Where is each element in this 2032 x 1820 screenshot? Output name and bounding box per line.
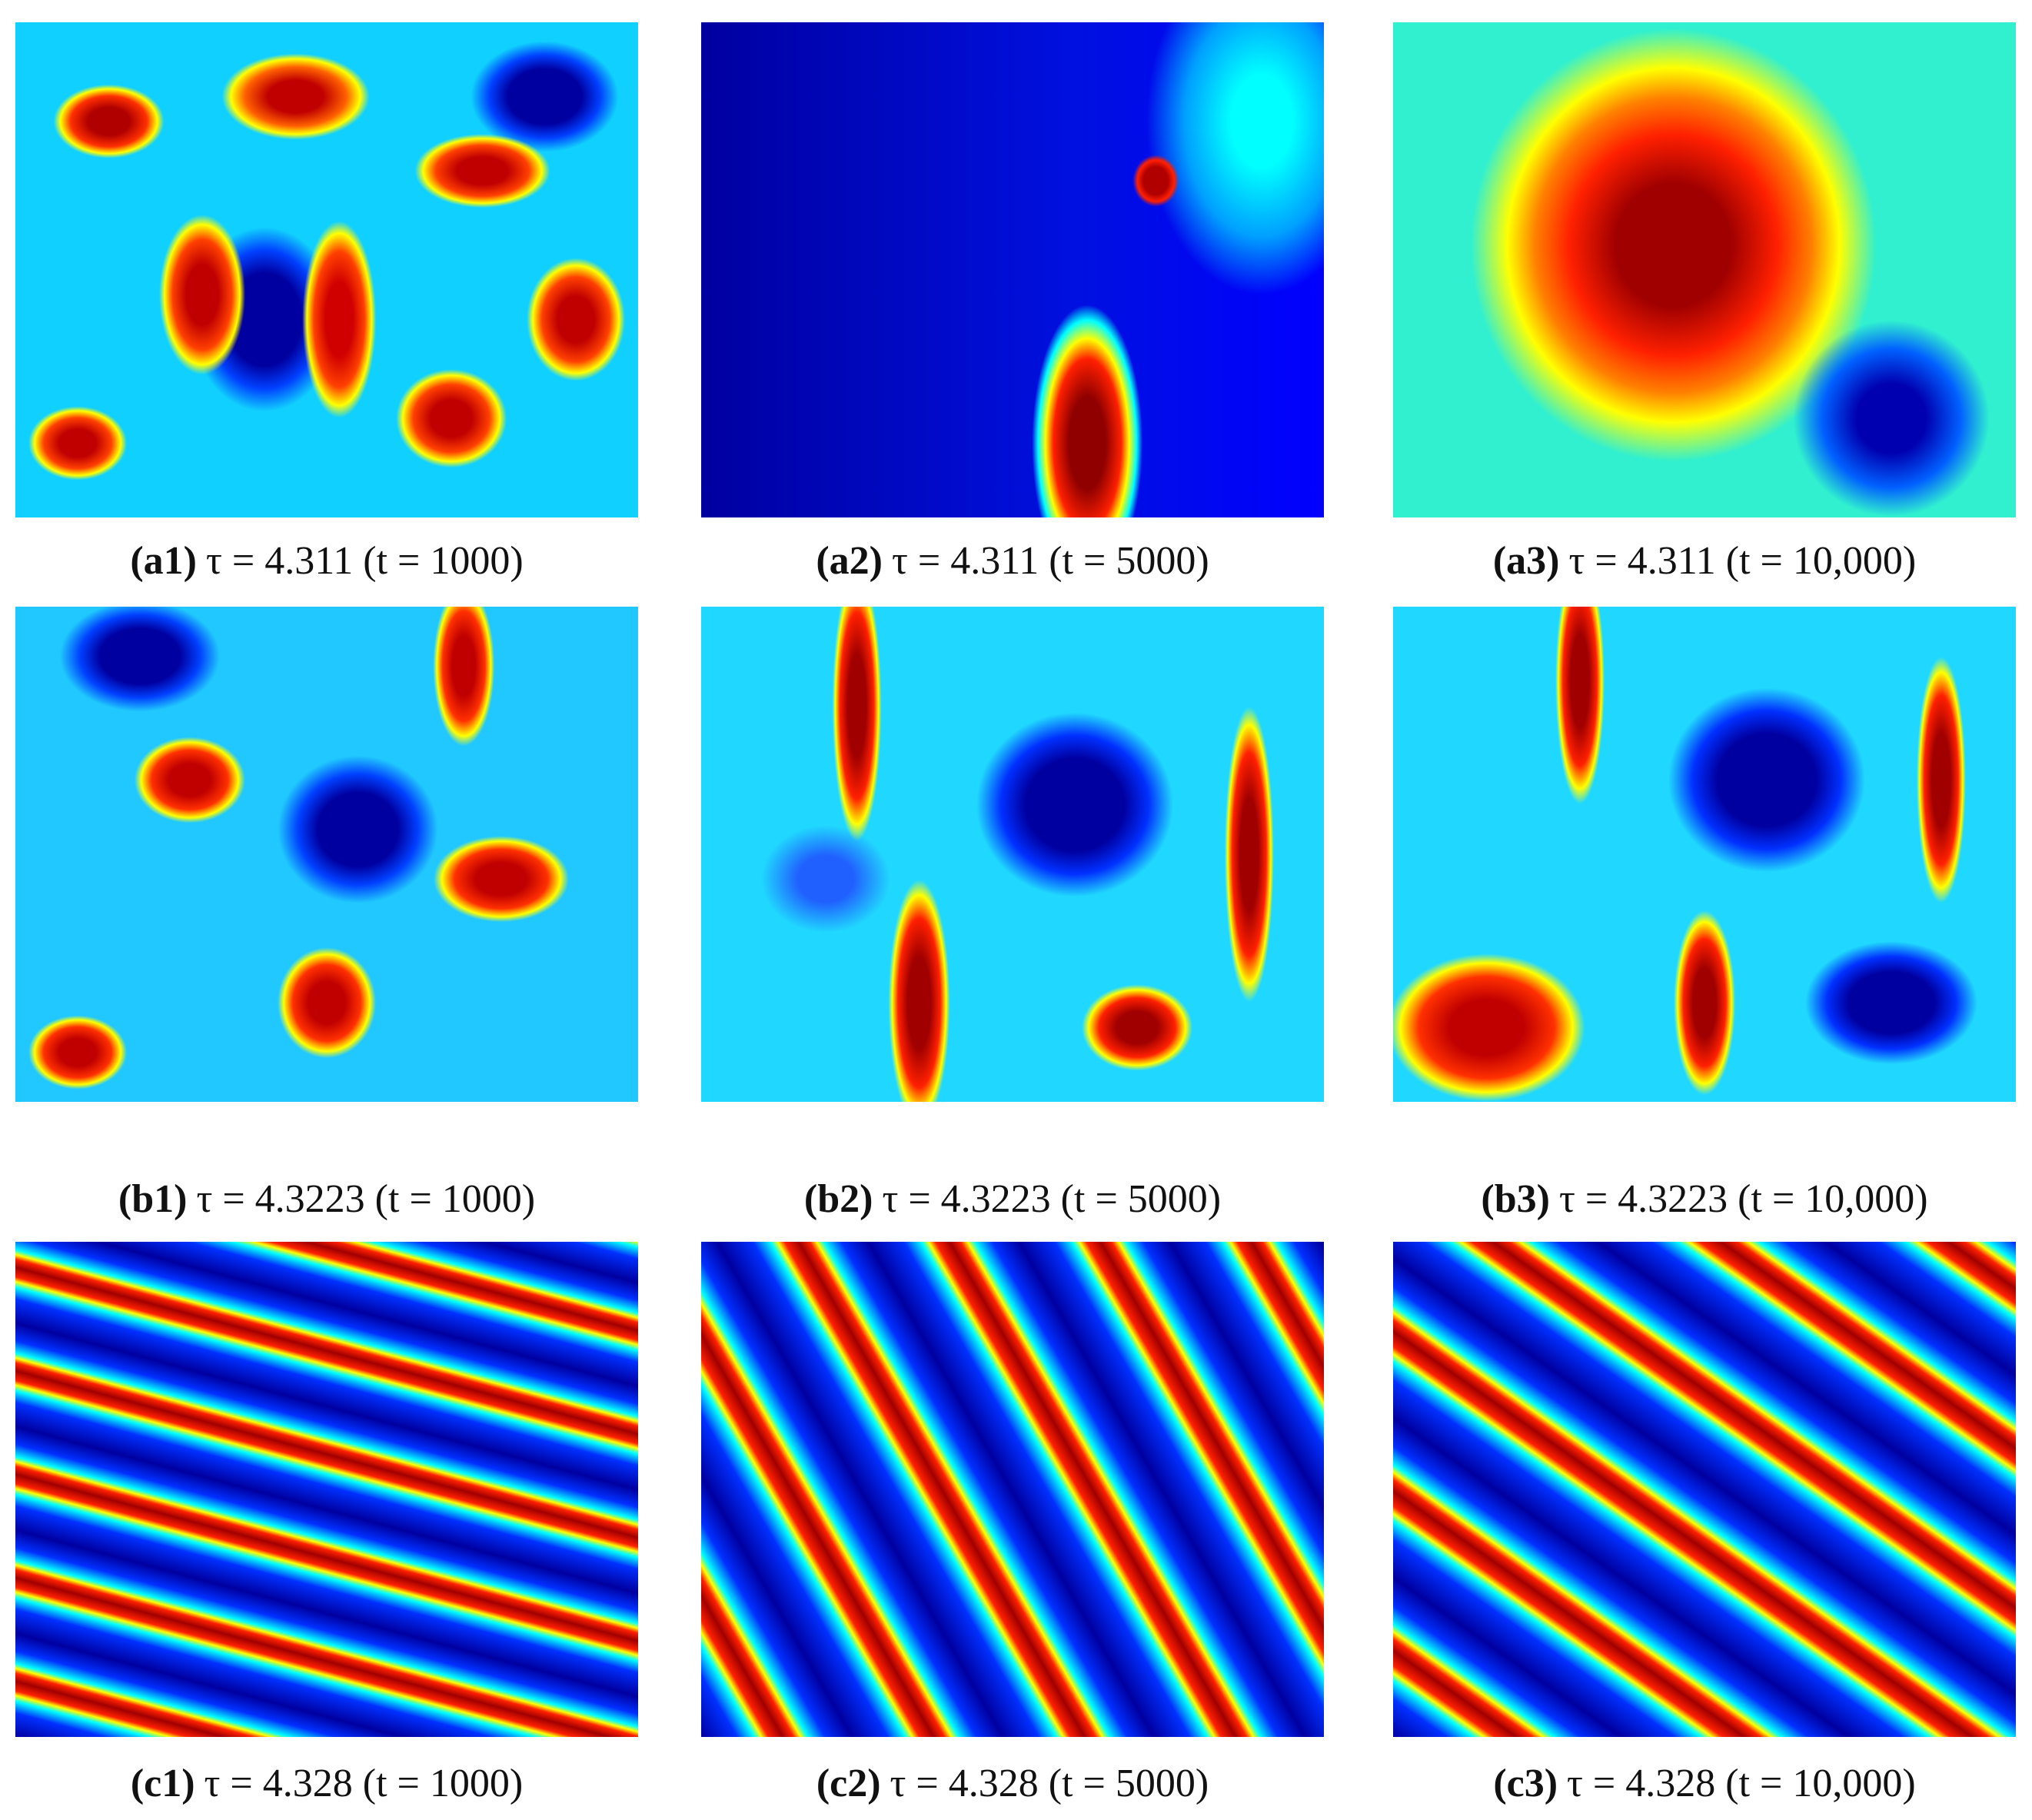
pattern-image [701, 1242, 1324, 1737]
caption: (c3) τ = 4.328 (t = 10,000) [1366, 1761, 2032, 1806]
caption: (a1) τ = 4.311 (t = 1000) [0, 538, 665, 584]
caption: (c1) τ = 4.328 (t = 1000) [0, 1761, 665, 1806]
pattern-image [701, 22, 1324, 517]
caption: (b2) τ = 4.3223 (t = 5000) [674, 1176, 1351, 1222]
caption: (b1) τ = 4.3223 (t = 1000) [0, 1176, 665, 1222]
caption: (a3) τ = 4.311 (t = 10,000) [1366, 538, 2032, 584]
caption: (b3) τ = 4.3223 (t = 10,000) [1366, 1176, 2032, 1222]
pattern-image [15, 1242, 638, 1737]
pattern-image [15, 607, 638, 1102]
caption-text: τ = 4.3223 (t = 5000) [882, 1177, 1222, 1221]
caption: (c2) τ = 4.328 (t = 5000) [674, 1761, 1351, 1806]
caption-text: τ = 4.3223 (t = 10,000) [1558, 1177, 1928, 1221]
pattern-image [1393, 607, 2016, 1102]
caption-text: τ = 4.311 (t = 10,000) [1568, 539, 1917, 583]
panel-label: (c1) [130, 1762, 195, 1805]
panel-label: (b1) [118, 1177, 188, 1221]
caption-text: τ = 4.328 (t = 5000) [890, 1762, 1209, 1805]
caption-text: τ = 4.311 (t = 1000) [205, 539, 524, 583]
pattern-image [15, 22, 638, 517]
pattern-image [1393, 22, 2016, 517]
panel-label: (a1) [130, 539, 197, 583]
caption-text: τ = 4.311 (t = 5000) [891, 539, 1209, 583]
caption: (a2) τ = 4.311 (t = 5000) [674, 538, 1351, 584]
pattern-image [1393, 1242, 2016, 1737]
pattern-image [701, 607, 1324, 1102]
caption-text: τ = 4.328 (t = 1000) [204, 1762, 524, 1805]
panel-label: (a3) [1492, 539, 1560, 583]
panel-label: (c2) [816, 1762, 881, 1805]
caption-text: τ = 4.328 (t = 10,000) [1567, 1762, 1916, 1805]
caption-text: τ = 4.3223 (t = 1000) [196, 1177, 536, 1221]
panel-label: (b3) [1481, 1177, 1550, 1221]
panel-label: (a2) [816, 539, 883, 583]
panel-label: (c3) [1493, 1762, 1558, 1805]
panel-label: (b2) [803, 1177, 873, 1221]
